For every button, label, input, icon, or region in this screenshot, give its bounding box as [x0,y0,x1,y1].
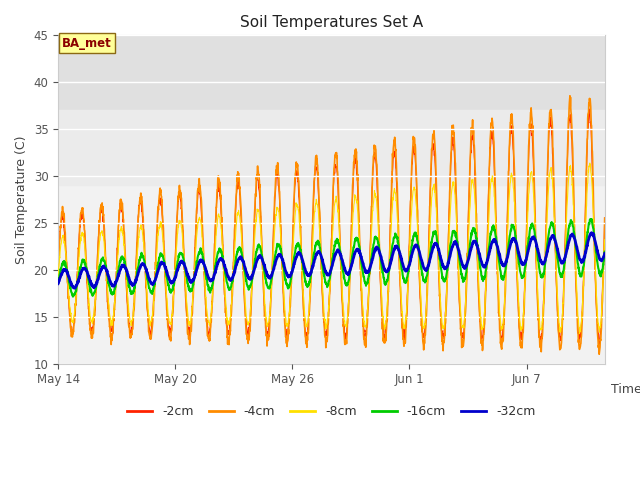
X-axis label: Time: Time [611,384,640,396]
Title: Soil Temperatures Set A: Soil Temperatures Set A [240,15,423,30]
Legend: -2cm, -4cm, -8cm, -16cm, -32cm: -2cm, -4cm, -8cm, -16cm, -32cm [122,400,541,423]
Bar [58,110,605,185]
Text: BA_met: BA_met [62,36,112,49]
Y-axis label: Soil Temperature (C): Soil Temperature (C) [15,135,28,264]
Bar [58,36,605,110]
